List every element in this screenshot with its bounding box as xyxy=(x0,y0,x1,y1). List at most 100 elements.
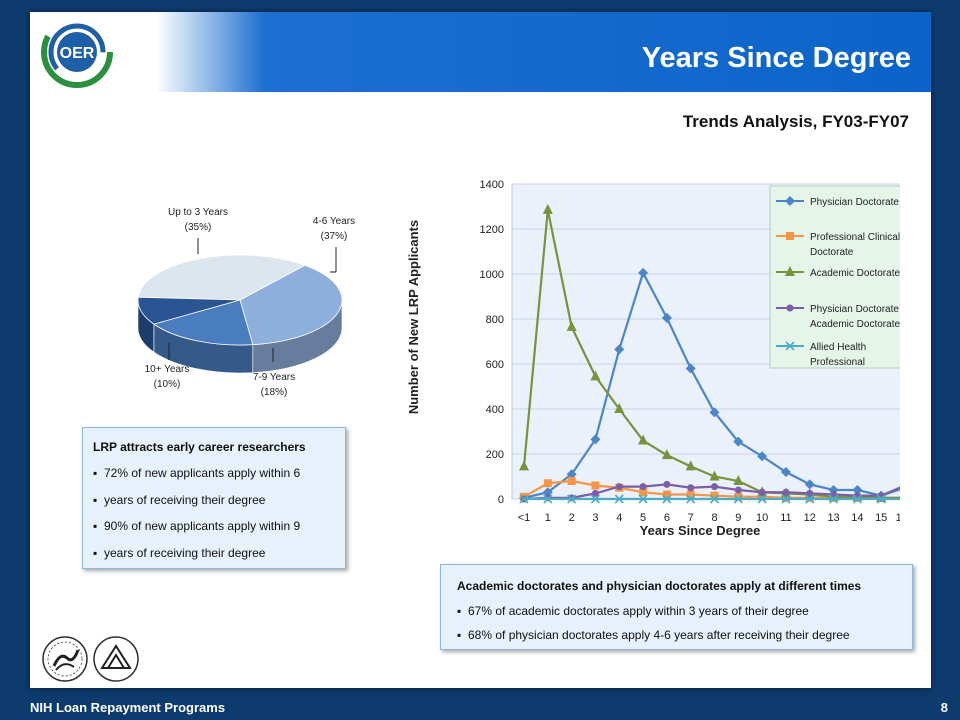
point-physician-doctorate-academic-doctorate xyxy=(758,488,766,496)
pie-label-7-9-pct: (18%) xyxy=(261,387,288,398)
legend-entry: Professional Clinical Doctorate xyxy=(810,232,900,258)
point-academic-doctorate xyxy=(590,370,601,381)
pie-slice-4-6-years xyxy=(239,264,343,346)
x-tick-label: 9 xyxy=(735,512,741,524)
x-tick-label: 14 xyxy=(851,512,863,524)
point-academic-doctorate xyxy=(638,434,649,445)
point-physician-doctorate xyxy=(709,407,720,418)
point-allied-health-professional xyxy=(828,494,839,504)
x-tick-label: 13 xyxy=(827,512,839,524)
x-tick-label: 1 xyxy=(545,512,551,524)
x-tick-label: 2 xyxy=(569,512,575,524)
pie-label-4-6: 4-6 Years xyxy=(313,216,355,227)
line-chart-ylabel: Number of New LRP Applicants xyxy=(406,220,421,414)
point-allied-health-professional xyxy=(543,494,553,504)
legend-marker xyxy=(785,341,795,351)
point-academic-doctorate xyxy=(661,449,672,460)
point-academic-doctorate xyxy=(685,460,696,471)
header-band xyxy=(30,12,931,92)
callout-early-career-bullet: 90% of new applicants apply within 9 xyxy=(93,513,345,540)
point-academic-doctorate xyxy=(733,475,744,485)
callout-doctorate-timing: Academic doctorates and physician doctor… xyxy=(440,564,913,650)
logo-text: OER xyxy=(60,45,95,62)
point-physician-doctorate-academic-doctorate xyxy=(591,489,599,497)
point-physician-doctorate-academic-doctorate xyxy=(711,483,718,491)
point-academic-doctorate xyxy=(709,470,720,481)
point-professional-clinical-doctorate xyxy=(662,490,671,499)
footer-program-name: NIH Loan Repayment Programs xyxy=(30,700,226,715)
point-allied-health-professional xyxy=(590,494,601,504)
y-tick-label: 200 xyxy=(486,449,504,461)
callout-early-career-heading: LRP attracts early career researchers xyxy=(93,440,306,454)
legend-marker xyxy=(786,232,794,240)
point-academic-doctorate xyxy=(566,320,577,331)
point-allied-health-professional xyxy=(686,494,696,504)
point-physician-doctorate-academic-doctorate xyxy=(734,486,742,494)
point-physician-doctorate xyxy=(566,469,577,480)
pie-label-10-plus: 10+ Years xyxy=(145,364,190,375)
point-professional-clinical-doctorate xyxy=(591,481,600,490)
legend-entry: Allied Health Professional xyxy=(810,342,866,368)
pie-slice-10-years xyxy=(137,296,241,325)
point-physician-doctorate xyxy=(685,363,696,374)
slide-title: Years Since Degree xyxy=(641,42,911,74)
point-physician-doctorate-academic-doctorate xyxy=(639,483,647,491)
x-tick-label: 15+ xyxy=(896,512,900,524)
legend-marker xyxy=(785,266,795,276)
point-allied-health-professional xyxy=(852,494,862,504)
point-allied-health-professional xyxy=(709,494,720,504)
point-academic-doctorate xyxy=(519,460,529,471)
slide: OER Years Since Degree Trends Analysis, … xyxy=(30,12,931,688)
x-tick-label: <1 xyxy=(518,512,531,524)
point-physician-doctorate xyxy=(852,485,863,495)
x-tick-label: 10 xyxy=(756,512,768,524)
point-academic-doctorate xyxy=(614,403,625,413)
pie-label-4-6-pct: (37%) xyxy=(321,231,348,242)
point-physician-doctorate-academic-doctorate xyxy=(663,480,671,488)
x-tick-label: 3 xyxy=(592,512,598,524)
pie-label-10-plus-pct: (10%) xyxy=(154,379,181,390)
legend-entry: Academic Doctorate xyxy=(810,268,900,279)
callout-early-career-bullet: 72% of new applicants apply within 6 xyxy=(93,460,345,487)
hhs-seal-icon xyxy=(42,636,88,682)
point-allied-health-professional xyxy=(876,494,886,504)
point-professional-clinical-doctorate xyxy=(686,490,695,499)
callout-doctorate-timing-bullet: 68% of physician doctorates apply 4-6 ye… xyxy=(457,623,912,647)
point-professional-clinical-doctorate xyxy=(567,477,576,485)
point-physician-doctorate-academic-doctorate xyxy=(782,488,790,496)
point-physician-doctorate xyxy=(757,451,768,462)
legend-box xyxy=(769,185,900,369)
point-physician-doctorate xyxy=(638,267,649,278)
oer-logo: OER xyxy=(41,16,113,88)
y-tick-label: 800 xyxy=(486,314,504,326)
point-physician-doctorate xyxy=(614,344,625,355)
callout-doctorate-timing-bullet: 67% of academic doctorates apply within … xyxy=(457,599,912,623)
pie-label-up-to-3-pct: (35%) xyxy=(185,222,212,233)
chart-subtitle: Trends Analysis, FY03-FY07 xyxy=(682,112,909,131)
pie-slice-7-9-years xyxy=(152,299,254,346)
x-tick-label: 12 xyxy=(804,512,816,524)
point-physician-doctorate xyxy=(661,312,672,323)
x-tick-label: 4 xyxy=(616,512,622,524)
point-professional-clinical-doctorate xyxy=(734,492,743,501)
x-tick-label: 5 xyxy=(640,512,646,524)
pie-chart: Up to 3 Years (35%) 4-6 Years (37%) 7-9 … xyxy=(137,207,355,398)
y-tick-label: 600 xyxy=(486,359,504,371)
point-physician-doctorate-academic-doctorate xyxy=(615,483,623,491)
y-tick-label: 1200 xyxy=(480,224,504,236)
point-allied-health-professional xyxy=(638,494,648,504)
page-number: 8 xyxy=(940,700,948,715)
point-allied-health-professional xyxy=(567,494,577,504)
point-professional-clinical-doctorate xyxy=(758,492,767,501)
x-tick-label: 11 xyxy=(780,512,791,524)
point-allied-health-professional xyxy=(781,494,791,504)
callout-early-career: LRP attracts early career researchers 72… xyxy=(82,427,346,569)
point-professional-clinical-doctorate xyxy=(543,479,552,488)
point-academic-doctorate xyxy=(542,203,553,214)
point-allied-health-professional xyxy=(519,494,529,504)
callout-doctorate-timing-heading: Academic doctorates and physician doctor… xyxy=(457,579,862,593)
pie-label-7-9: 7-9 Years xyxy=(253,372,295,383)
point-professional-clinical-doctorate xyxy=(710,491,719,500)
legend-entry: Physician Doctorate / Academic Doctorate xyxy=(810,304,900,330)
